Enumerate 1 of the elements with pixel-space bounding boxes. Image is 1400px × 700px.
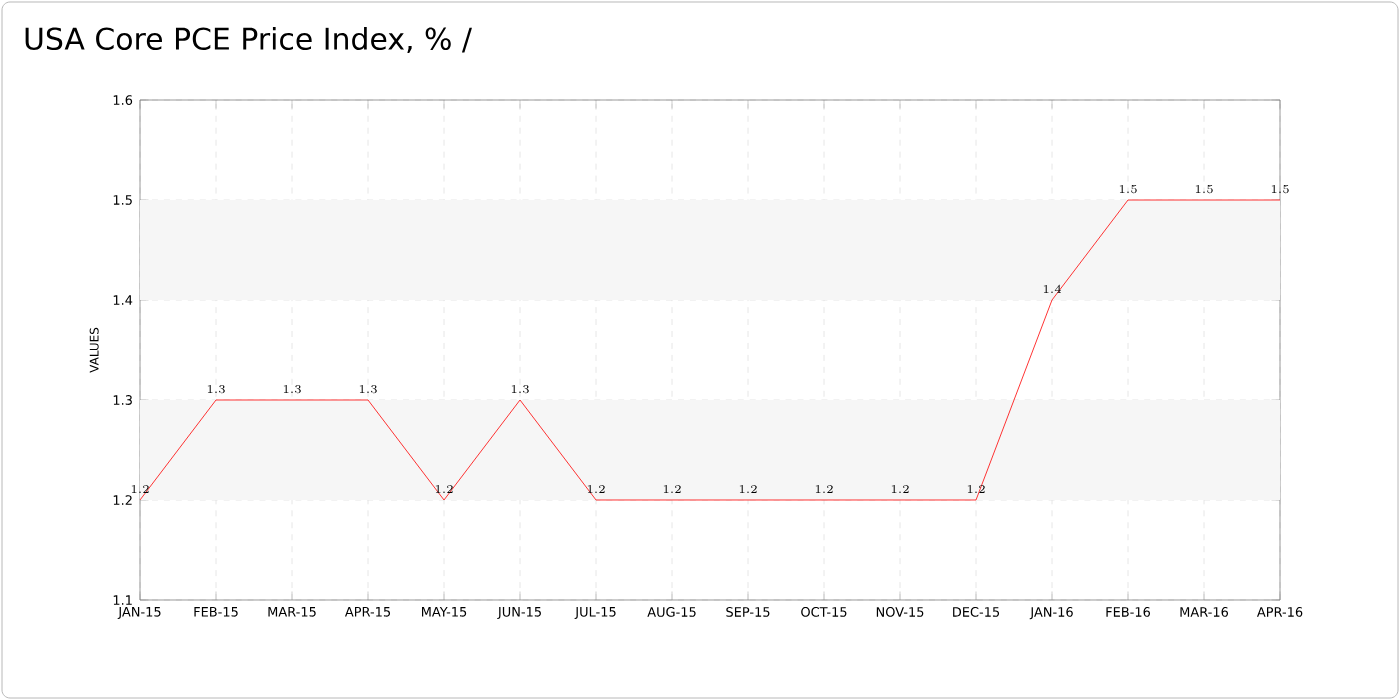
chart-title: USA Core PCE Price Index, % / [25, 26, 472, 54]
